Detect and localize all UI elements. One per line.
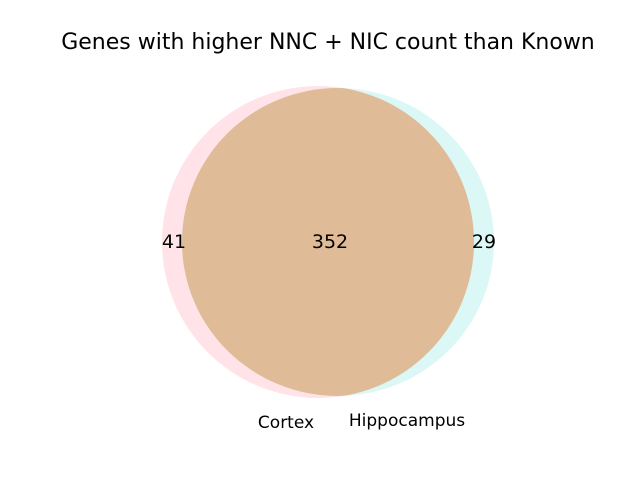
hippocampus-only-count: 29 (472, 231, 496, 253)
intersection-region (182, 88, 474, 396)
cortex-set-label: Cortex (258, 413, 314, 433)
cortex-only-count: 41 (162, 231, 186, 253)
chart-title: Genes with higher NNC + NIC count than K… (61, 30, 595, 55)
intersection-count: 352 (312, 231, 348, 253)
hippocampus-set-label: Hippocampus (349, 411, 465, 431)
